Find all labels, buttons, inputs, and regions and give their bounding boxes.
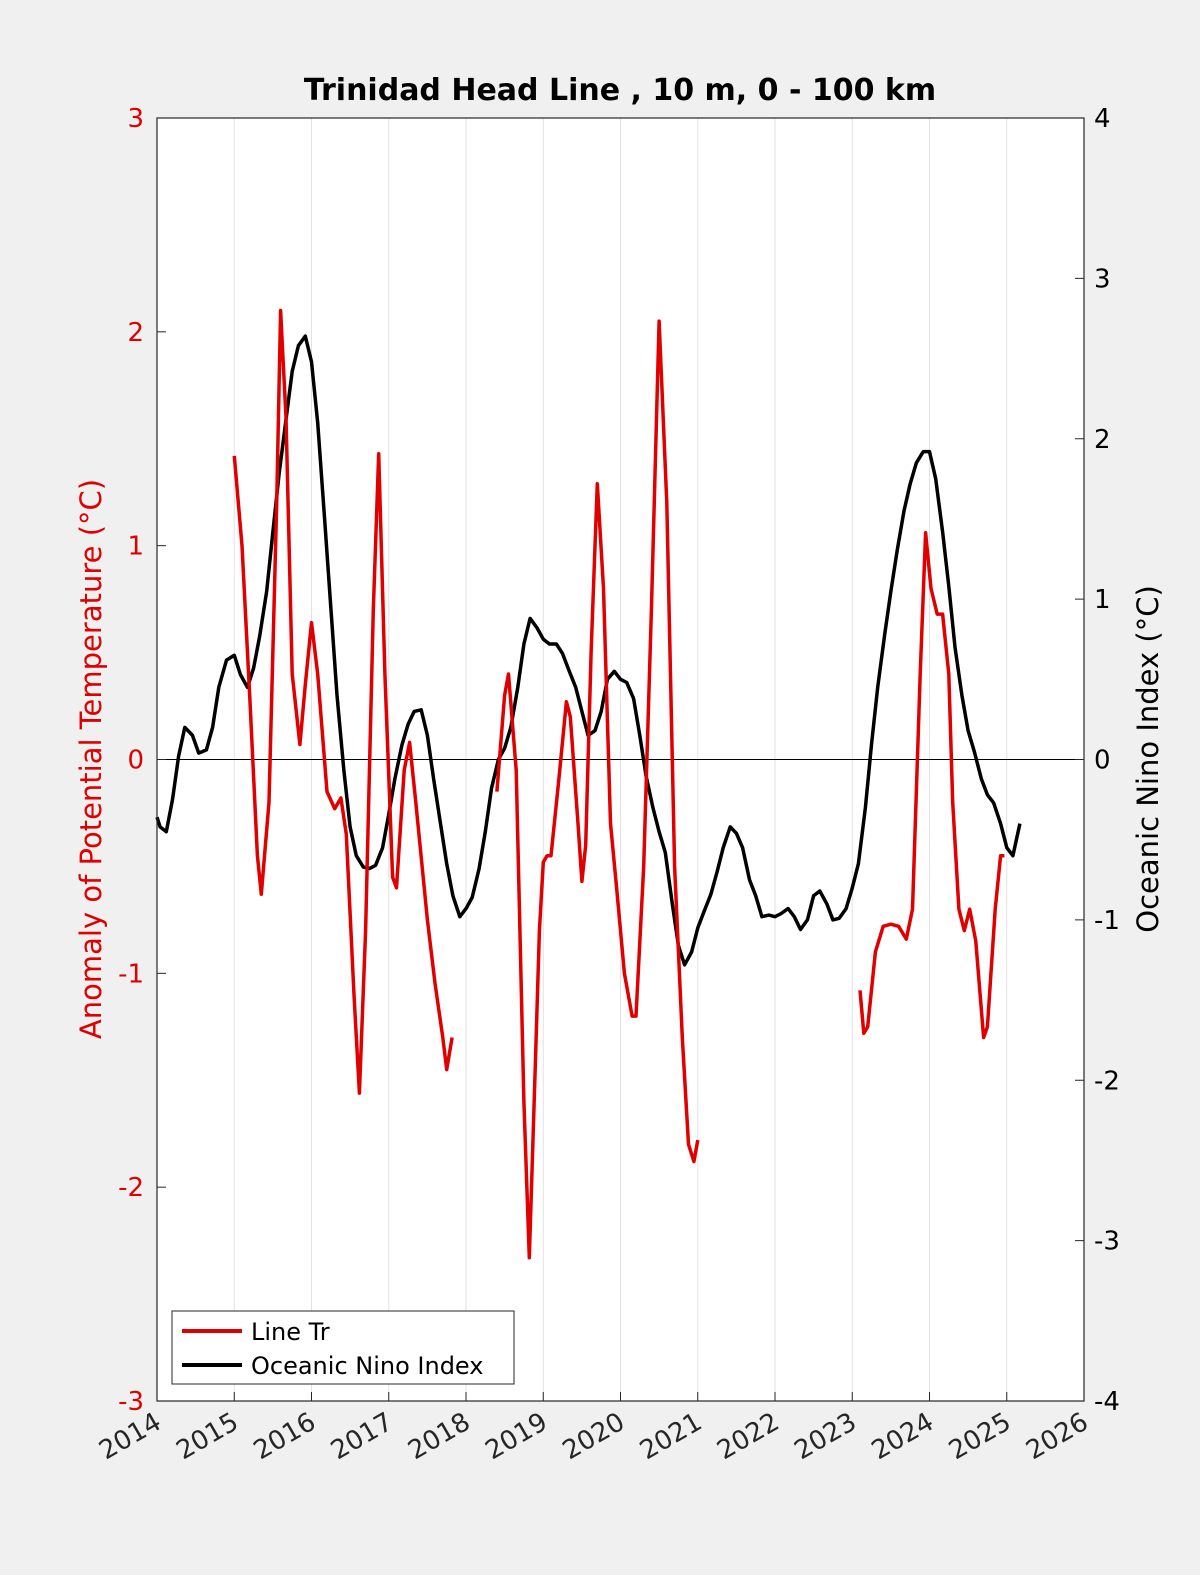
left-tick-label: -2 (118, 1173, 144, 1203)
right-tick-label: -3 (1094, 1227, 1120, 1257)
right-tick-label: -4 (1094, 1387, 1120, 1417)
series-line-line-tr-segment-1 (232, 308, 454, 1095)
series-line-line-tr-segment-2 (495, 319, 700, 1260)
x-tick-label: 2015 (171, 1407, 243, 1466)
left-axis-label: Anomaly of Potential Temperature (°C) (74, 479, 108, 1039)
left-axis: 3 2 1 0 -1 -2 -3 (118, 104, 166, 1417)
x-tick-label: 2016 (249, 1407, 321, 1466)
chart-title: Trinidad Head Line , 10 m, 0 - 100 km (304, 73, 936, 108)
legend-label-line-tr: Line Tr (251, 1318, 330, 1346)
right-tick-label: 0 (1094, 746, 1111, 776)
left-tick-label: 3 (127, 104, 144, 134)
x-tick-label: 2020 (558, 1407, 630, 1466)
x-tick-label: 2018 (403, 1407, 475, 1466)
series-line-line-tr-segment-3 (858, 531, 1005, 1040)
right-tick-label: 3 (1094, 264, 1111, 294)
right-tick-label: 1 (1094, 585, 1111, 615)
x-tick-label: 2017 (326, 1407, 398, 1466)
left-tick-label: 0 (127, 746, 144, 776)
legend-label-oni: Oceanic Nino Index (251, 1352, 483, 1380)
x-tick-label: 2023 (789, 1407, 861, 1466)
right-tick-label: -1 (1094, 906, 1120, 936)
right-axis-label: Oceanic Nino Index (°C) (1131, 585, 1165, 933)
legend-box (171, 1310, 515, 1385)
x-axis: 2014 2015 2016 2017 2018 2019 2020 2021 2022 2023… (94, 1392, 1094, 1466)
right-tick-label: 2 (1094, 425, 1111, 455)
series-group (155, 308, 1022, 1260)
legend: Line Tr Oceanic Nino Index (171, 1310, 515, 1385)
left-tick-label: -1 (118, 959, 144, 989)
x-tick-label: 2026 (1021, 1407, 1093, 1466)
x-tick-label: 2025 (944, 1407, 1016, 1466)
x-tick-label: 2021 (635, 1407, 707, 1466)
left-tick-label: -3 (118, 1387, 144, 1417)
left-tick-label: 1 (127, 532, 144, 562)
x-tick-label: 2019 (480, 1407, 552, 1466)
x-tick-label: 2024 (867, 1407, 939, 1466)
left-tick-label: 2 (127, 318, 144, 348)
right-tick-label: 4 (1094, 104, 1111, 134)
right-axis: 4 3 2 1 0 -1 -2 -3 -4 (1075, 104, 1120, 1417)
x-tick-label: 2022 (712, 1407, 784, 1466)
right-tick-label: -2 (1094, 1066, 1120, 1096)
